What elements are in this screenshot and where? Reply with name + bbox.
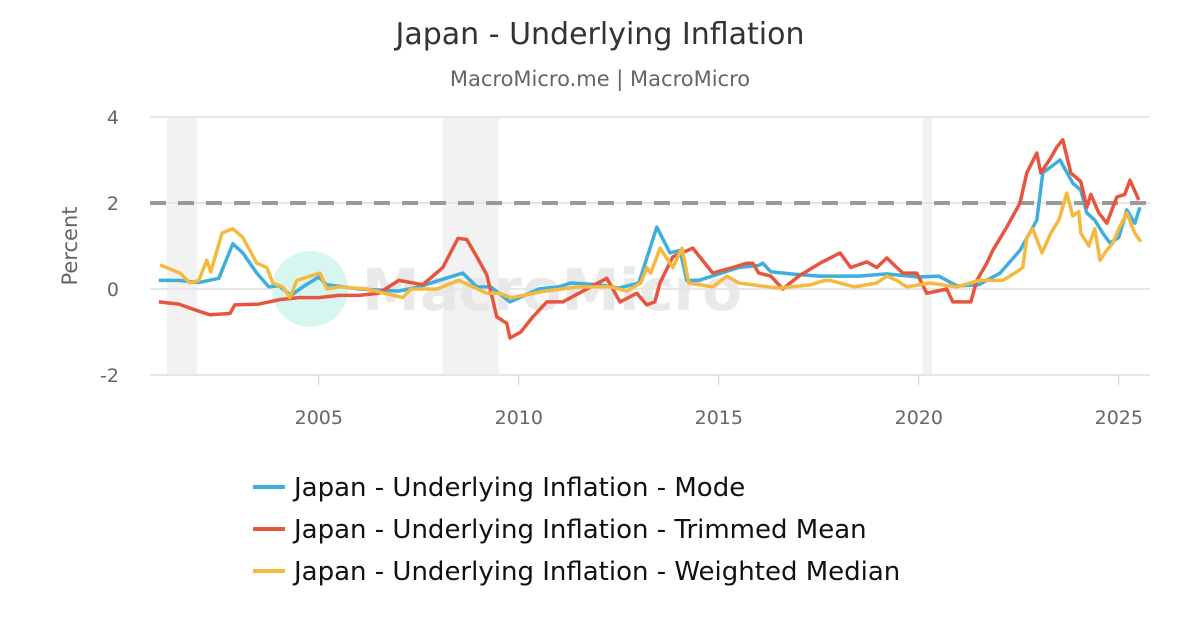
shaded-period — [922, 117, 932, 375]
series-line-trimmed-mean — [158, 138, 1141, 340]
chart-subtitle: MacroMicro.me | MacroMicro — [450, 67, 750, 92]
x-ticks: 2005 2010 2015 2020 2025 — [295, 375, 1143, 429]
x-tick-label: 2005 — [295, 407, 343, 429]
x-tick-label: 2025 — [1095, 407, 1143, 429]
y-tick-label: -2 — [100, 365, 119, 387]
series-line-mode — [158, 158, 1142, 304]
watermark-logo-icon — [272, 251, 348, 327]
y-tick-label: 0 — [107, 279, 119, 301]
series-line-weighted-median — [159, 191, 1143, 300]
legend-label: Japan - Underlying Inflation - Trimmed M… — [292, 515, 867, 545]
y-tick-label: 4 — [107, 107, 119, 129]
legend: Japan - Underlying Inflation - Mode Japan… — [253, 473, 900, 587]
y-ticks: 4 2 0 -2 — [100, 107, 119, 387]
legend-label: Japan - Underlying Inflation - Mode — [292, 473, 745, 503]
x-tick-label: 2020 — [895, 407, 943, 429]
y-axis-label: Percent — [58, 206, 82, 285]
series-lines — [158, 138, 1143, 340]
x-tick-label: 2010 — [495, 407, 543, 429]
shaded-period — [166, 117, 197, 375]
shaded-periods — [166, 117, 932, 375]
chart-title: Japan - Underlying Inflation — [394, 17, 805, 52]
legend-label: Japan - Underlying Inflation - Weighted … — [292, 557, 900, 587]
y-tick-label: 2 — [107, 193, 119, 215]
x-tick-label: 2015 — [695, 407, 743, 429]
